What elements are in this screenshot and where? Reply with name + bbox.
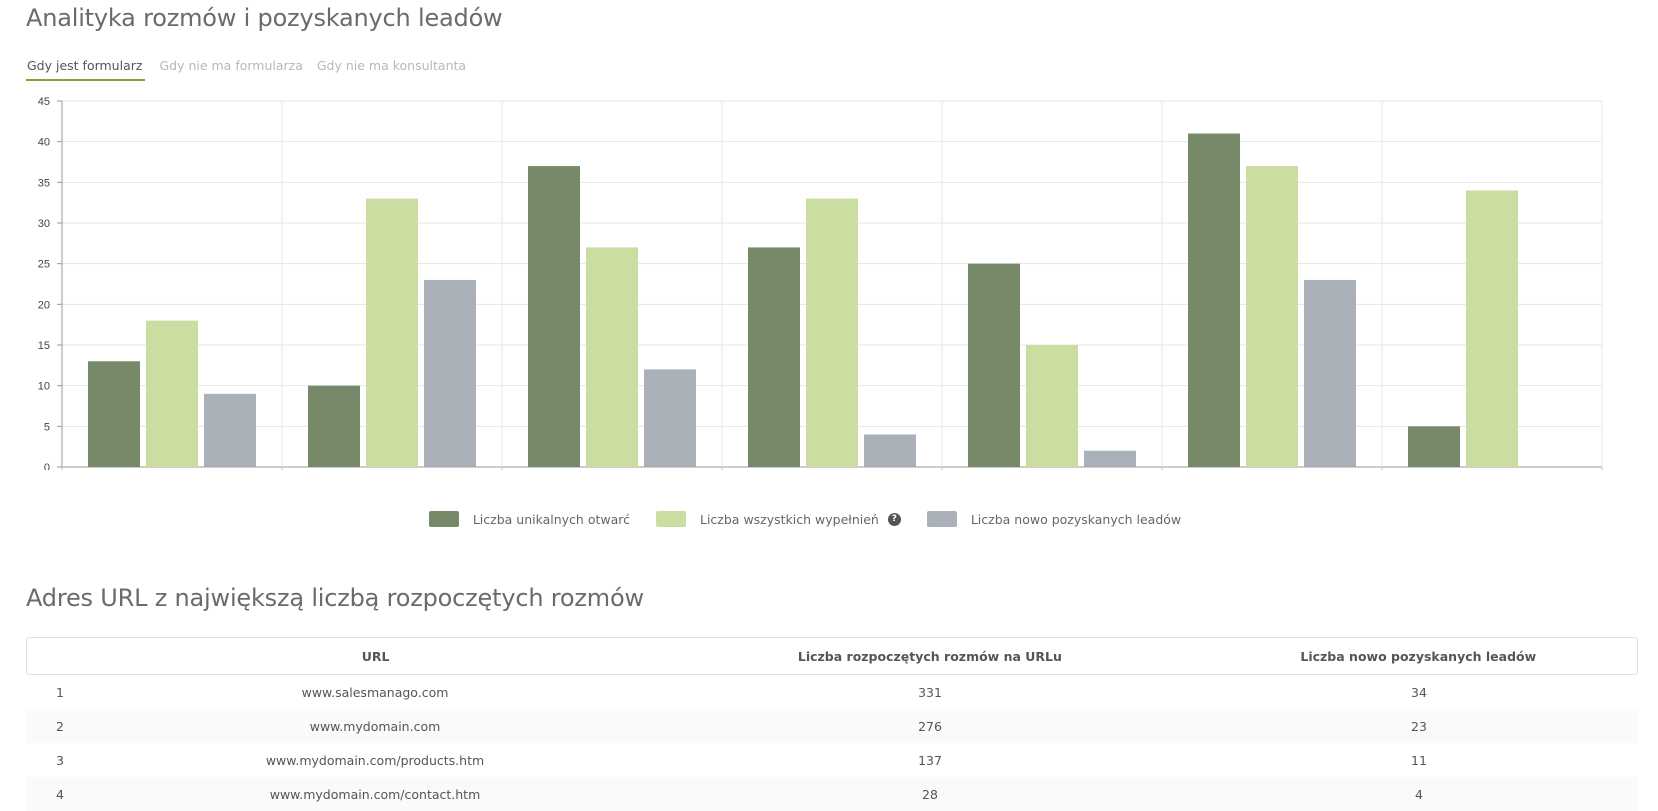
- y-tick-label: 20: [38, 299, 50, 311]
- legend-label-unique-opens: Liczba unikalnych otwarć: [472, 511, 630, 527]
- tab-without-consultant[interactable]: Gdy nie ma konsultanta: [316, 58, 467, 73]
- chart-legend: Liczba unikalnych otwarć Liczba wszystki…: [0, 511, 1658, 527]
- y-tick-label: 10: [38, 381, 50, 393]
- row-index: 3: [56, 752, 64, 768]
- page-title: Analityka rozmów i pozyskanych leadów: [26, 4, 503, 32]
- bar: [1408, 426, 1460, 467]
- bar: [88, 361, 140, 467]
- legend-label-all-submissions: Liczba wszystkich wypełnień: [700, 511, 879, 527]
- bar: [424, 279, 476, 467]
- row-index: 4: [56, 786, 64, 802]
- legend-swatch-unique-opens: [428, 511, 459, 527]
- tab-with-form[interactable]: Gdy jest formularz: [26, 58, 146, 81]
- row-started-chats: 331: [918, 684, 942, 700]
- tab-without-form[interactable]: Gdy nie ma formularza: [159, 58, 303, 73]
- bar: [748, 247, 800, 467]
- bar: [586, 247, 638, 467]
- y-tick-label: 0: [44, 462, 50, 470]
- legend-item-unique-opens[interactable]: Liczba unikalnych otwarć: [428, 511, 630, 527]
- y-tick-label: 5: [44, 421, 50, 433]
- legend-label-new-leads: Liczba nowo pozyskanych leadów: [970, 511, 1182, 527]
- row-url: www.mydomain.com/contact.htm: [269, 786, 481, 802]
- legend-item-all-submissions[interactable]: Liczba wszystkich wypełnień ?: [656, 511, 901, 527]
- row-new-leads: 4: [1415, 786, 1423, 802]
- bar-chart: 0510152025303540452018-07-062018-07-0720…: [38, 96, 1603, 470]
- bar: [146, 320, 198, 467]
- y-tick-label: 25: [38, 259, 50, 271]
- row-started-chats: 137: [918, 752, 942, 768]
- row-url: www.mydomain.com/products.htm: [265, 752, 485, 768]
- row-started-chats: 276: [918, 718, 942, 734]
- table-row: 1 www.salesmanago.com 331 34: [26, 675, 1638, 709]
- bar: [1026, 345, 1078, 467]
- table-row: 2 www.mydomain.com 276 23: [26, 709, 1638, 743]
- y-tick-label: 15: [38, 340, 50, 352]
- bar: [1188, 133, 1240, 467]
- bar: [366, 198, 418, 467]
- bar: [644, 369, 696, 467]
- table-title: Adres URL z największą liczbą rozpoczęty…: [26, 584, 644, 612]
- row-started-chats: 28: [922, 786, 938, 802]
- bar: [204, 393, 256, 467]
- row-index: 2: [56, 718, 64, 734]
- bar: [1466, 190, 1518, 467]
- row-url: www.mydomain.com: [309, 718, 441, 734]
- question-circle-icon[interactable]: ?: [887, 512, 901, 526]
- header-new-leads[interactable]: Liczba nowo pozyskanych leadów: [1300, 648, 1537, 664]
- row-new-leads: 11: [1411, 752, 1427, 768]
- header-url[interactable]: URL: [361, 648, 390, 664]
- legend-swatch-all-submissions: [656, 511, 686, 527]
- y-tick-label: 30: [38, 218, 50, 230]
- legend-swatch-new-leads: [926, 511, 957, 527]
- bar: [1304, 279, 1356, 467]
- bar: [968, 263, 1020, 467]
- legend-item-new-leads[interactable]: Liczba nowo pozyskanych leadów: [926, 511, 1182, 527]
- table-row: 3 www.mydomain.com/products.htm 137 11: [26, 743, 1638, 777]
- row-index: 1: [56, 684, 64, 700]
- row-new-leads: 34: [1411, 684, 1427, 700]
- row-new-leads: 23: [1411, 718, 1427, 734]
- y-tick-label: 40: [38, 137, 50, 149]
- bar: [1246, 166, 1298, 468]
- bar: [528, 166, 580, 468]
- bar: [1084, 450, 1136, 467]
- bar: [864, 434, 916, 467]
- y-tick-label: 35: [38, 177, 50, 189]
- tab-bar: Gdy jest formularz Gdy nie ma formularza…: [26, 58, 466, 81]
- table-header: URL Liczba rozpoczętych rozmów na URLu L…: [26, 637, 1638, 675]
- bar: [308, 385, 360, 467]
- table-row: 4 www.mydomain.com/contact.htm 28 4: [26, 777, 1638, 811]
- y-tick-label: 45: [38, 96, 50, 108]
- bar: [806, 198, 858, 467]
- row-url: www.salesmanago.com: [301, 684, 449, 700]
- url-table: URL Liczba rozpoczętych rozmów na URLu L…: [26, 637, 1638, 811]
- header-started-chats[interactable]: Liczba rozpoczętych rozmów na URLu: [797, 648, 1062, 664]
